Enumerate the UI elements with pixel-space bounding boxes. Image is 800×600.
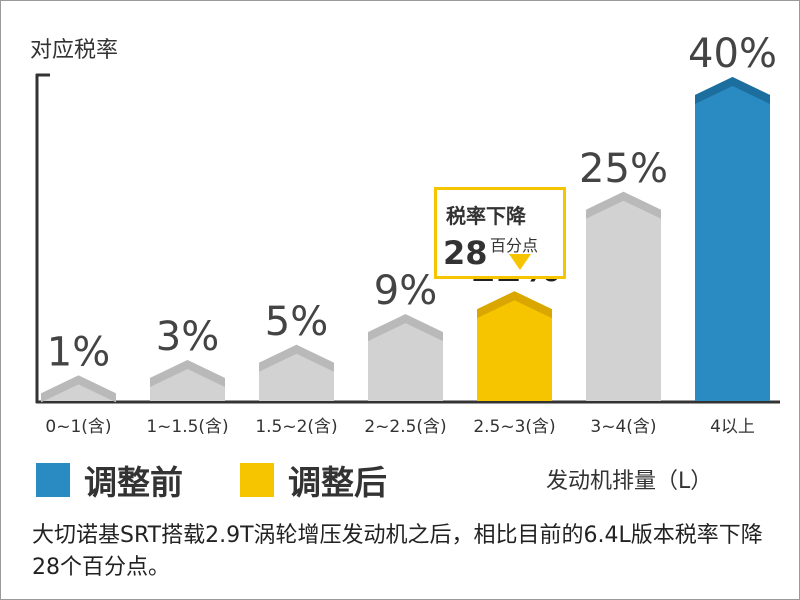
bar-roof-6 (695, 77, 770, 104)
legend-swatch-after (240, 463, 274, 497)
bar-roof-4 (477, 291, 552, 319)
value-label-0: 1% (47, 329, 110, 375)
category-label-5: 3~4(含) (590, 417, 656, 437)
callout-unit: 百分点 (490, 236, 539, 255)
category-label-2: 1.5~2(含) (255, 417, 337, 437)
category-label-6: 4以上 (710, 417, 755, 437)
bar-roof-3 (368, 314, 443, 342)
legend-label-after: 调整后 (288, 463, 387, 502)
callout-number: 28 (443, 234, 488, 272)
bar-roof-0 (41, 375, 116, 403)
value-label-5: 25% (579, 146, 668, 192)
value-label-3: 9% (374, 268, 437, 314)
callout-title: 税率下降 (446, 204, 526, 228)
down-arrow-icon (509, 254, 531, 270)
bar-5 (586, 191, 661, 401)
x-axis-label: 发动机排量（L） (546, 469, 713, 494)
legend-item-after: 调整后 (240, 456, 387, 504)
bar-roof-2 (259, 344, 334, 372)
y-axis-label: 对应税率 (30, 38, 119, 63)
rate-drop-callout: 税率下降 28 百分点 (434, 187, 566, 279)
category-label-0: 0~1(含) (45, 417, 111, 437)
bar-0 (41, 375, 116, 401)
caption-text: 大切诺基SRT搭载2.9T涡轮增压发动机之后，相比目前的6.4L版本税率下降28… (32, 523, 763, 580)
category-label-1: 1~1.5(含) (146, 417, 228, 437)
category-label-4: 2.5~3(含) (473, 417, 555, 437)
value-label-2: 5% (265, 299, 328, 345)
bar-6 (695, 77, 770, 401)
bar-roof-5 (586, 191, 661, 219)
category-label-3: 2~2.5(含) (364, 417, 446, 437)
bar-4 (477, 291, 552, 401)
legend-label-before: 调整前 (84, 463, 183, 502)
bar-roof-1 (150, 360, 225, 388)
value-label-6: 40% (688, 31, 777, 77)
bar-3 (368, 314, 443, 401)
legend-swatch-before (36, 463, 70, 497)
legend-item-before: 调整前 (36, 456, 183, 504)
value-label-1: 3% (156, 314, 219, 360)
